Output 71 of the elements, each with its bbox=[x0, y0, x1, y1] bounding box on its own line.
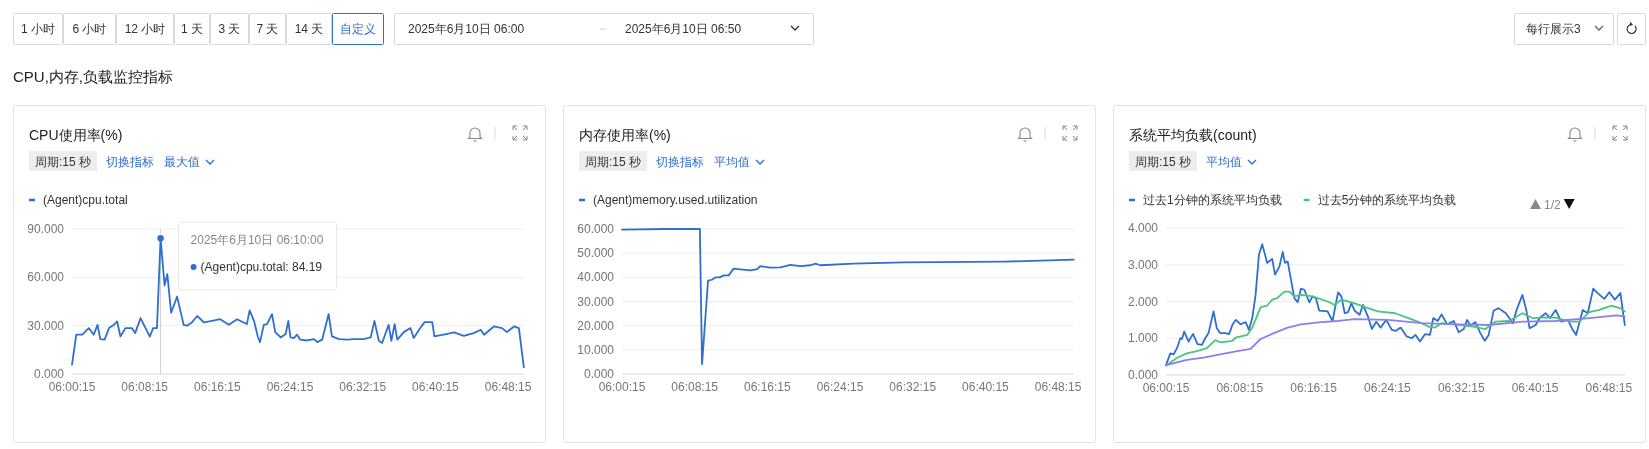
annotation: (Agent)cpu.total: 84.19 bbox=[200, 260, 323, 274]
text: 切换指标 bbox=[656, 155, 705, 169]
text: 自定义 bbox=[340, 22, 376, 36]
line-series bbox=[1165, 243, 1626, 366]
y-tick-label: 50.000 bbox=[577, 246, 615, 261]
x-tick-label: 06:16:15 bbox=[194, 380, 242, 394]
x-tick-label: 06:24:15 bbox=[816, 380, 864, 394]
annotation: 2025年6月10日 06:10:00 bbox=[190, 233, 324, 247]
chart-title: CPU使用率(%) bbox=[29, 127, 123, 143]
text: 平均值 bbox=[1206, 155, 1243, 169]
x-tick-label: 06:40:15 bbox=[1511, 381, 1559, 395]
x-tick-label: 06:48:15 bbox=[484, 380, 532, 394]
chart-title: 系统平均负载(count) bbox=[1129, 127, 1257, 143]
text: 1 天 bbox=[180, 22, 204, 36]
x-tick-label: 06:48:15 bbox=[1034, 380, 1082, 394]
text: 3 天 bbox=[218, 22, 241, 36]
x-tick-label: 06:24:15 bbox=[1364, 381, 1412, 395]
text: 周期:15 秒 bbox=[585, 155, 642, 169]
y-tick-label: 1.000 bbox=[1127, 331, 1159, 346]
y-tick-label: 2.000 bbox=[1127, 294, 1159, 309]
x-tick-label: 06:32:15 bbox=[339, 380, 387, 394]
x-tick-label: 06:16:15 bbox=[744, 380, 792, 394]
y-tick-label: 20.000 bbox=[577, 318, 615, 333]
text: CPU,内存,负载监控指标 bbox=[13, 68, 174, 85]
text: 2025年6月10日 06:50 bbox=[625, 22, 742, 36]
x-tick-label: 06:08:15 bbox=[1216, 381, 1264, 395]
legend-label: (Agent)cpu.total bbox=[43, 193, 128, 207]
text: 每行展示3 bbox=[1526, 22, 1581, 36]
legend-label: (Agent)memory.used.utilization bbox=[593, 193, 758, 207]
y-tick-label: 3.000 bbox=[1127, 257, 1159, 272]
x-tick-label: 06:48:15 bbox=[1585, 381, 1633, 395]
x-tick-label: 06:40:15 bbox=[962, 380, 1010, 394]
x-tick-label: 06:32:15 bbox=[889, 380, 937, 394]
text: 1 小时 bbox=[20, 22, 56, 36]
x-tick-label: 06:24:15 bbox=[266, 380, 314, 394]
line-series bbox=[1165, 290, 1626, 367]
text: 12 小时 bbox=[124, 22, 166, 36]
text: 6 小时 bbox=[72, 22, 107, 36]
y-tick-label: 60.000 bbox=[27, 270, 65, 285]
y-tick-label: 10.000 bbox=[577, 342, 615, 357]
text: 平均值 bbox=[714, 155, 751, 169]
x-tick-label: 06:00:15 bbox=[598, 380, 646, 394]
y-tick-label: 30.000 bbox=[577, 294, 615, 309]
y-tick-label: 40.000 bbox=[577, 270, 615, 285]
y-tick-label: 90.000 bbox=[27, 222, 65, 236]
text: 2025年6月10日 06:00 bbox=[408, 22, 525, 36]
text: 周期:15 秒 bbox=[35, 155, 92, 169]
y-tick-label: 60.000 bbox=[577, 222, 615, 236]
legend-label: 过去5分钟的系统平均负载 bbox=[1317, 193, 1457, 207]
chart-title: 内存使用率(%) bbox=[579, 127, 671, 143]
x-tick-label: 06:00:15 bbox=[48, 380, 96, 394]
y-tick-label: 30.000 bbox=[27, 318, 65, 333]
text: 14 天 bbox=[294, 22, 324, 36]
text: 7 天 bbox=[256, 22, 279, 36]
x-tick-label: 06:40:15 bbox=[412, 380, 460, 394]
x-tick-label: 06:16:15 bbox=[1290, 381, 1338, 395]
x-tick-label: 06:00:15 bbox=[1142, 381, 1190, 395]
y-tick-label: 0.000 bbox=[1127, 368, 1159, 382]
x-tick-label: 06:08:15 bbox=[121, 380, 169, 394]
legend-label: 过去1分钟的系统平均负载 bbox=[1143, 193, 1282, 207]
y-tick-label: 0.000 bbox=[583, 367, 615, 381]
text: 1/2 bbox=[1544, 198, 1562, 212]
text: 周期:15 秒 bbox=[1135, 155, 1192, 169]
text: 最大值 bbox=[164, 155, 201, 169]
text: 切换指标 bbox=[106, 155, 155, 169]
line-series bbox=[621, 228, 1075, 365]
line-series bbox=[1165, 314, 1626, 366]
y-tick-label: 4.000 bbox=[1127, 221, 1159, 235]
x-tick-label: 06:32:15 bbox=[1437, 381, 1485, 395]
x-tick-label: 06:08:15 bbox=[671, 380, 719, 394]
y-tick-label: 0.000 bbox=[33, 367, 65, 381]
